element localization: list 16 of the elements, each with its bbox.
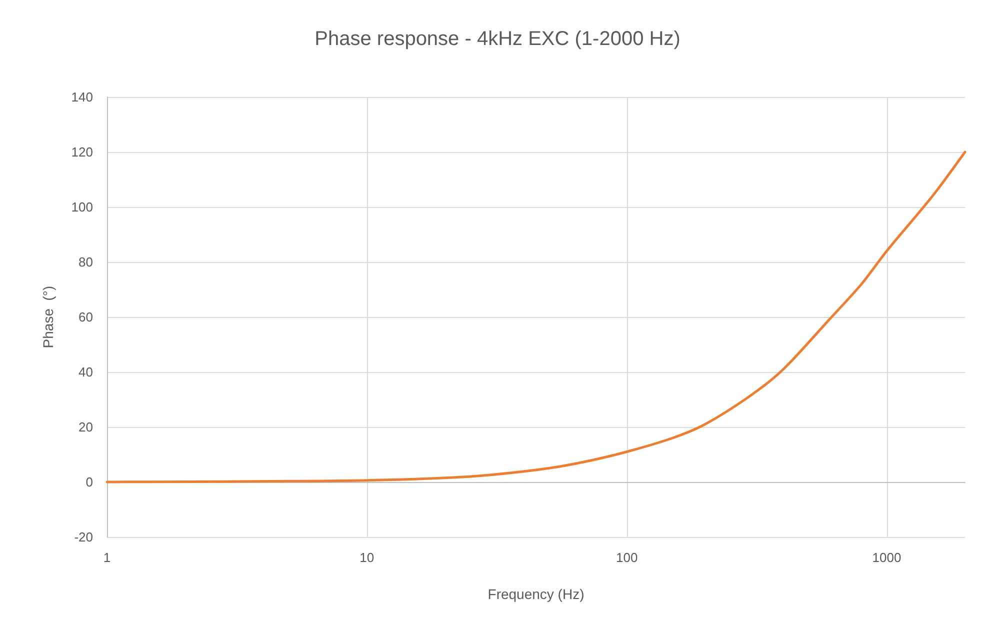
x-tick-label: 1 bbox=[103, 550, 111, 565]
y-tick-label: 0 bbox=[86, 474, 93, 490]
x-tick-label: 10 bbox=[360, 550, 374, 565]
y-tick-label: 140 bbox=[71, 90, 93, 104]
x-axis-title: Frequency (Hz) bbox=[488, 586, 584, 602]
y-tick-label: 20 bbox=[78, 420, 93, 434]
x-tick-label: 100 bbox=[616, 550, 638, 565]
chart-title: Phase response - 4kHz EXC (1-2000 Hz) bbox=[314, 28, 680, 50]
y-tick-label: 100 bbox=[71, 200, 93, 214]
y-axis-title: Phase (°) bbox=[40, 286, 56, 348]
y-tick-label: 120 bbox=[71, 144, 93, 160]
y-tick-label: 60 bbox=[78, 310, 93, 324]
y-tick-label: 80 bbox=[78, 254, 93, 270]
x-tick-label: 1000 bbox=[872, 550, 902, 565]
y-tick-label: -20 bbox=[74, 530, 93, 544]
y-tick-label: 40 bbox=[78, 364, 93, 380]
